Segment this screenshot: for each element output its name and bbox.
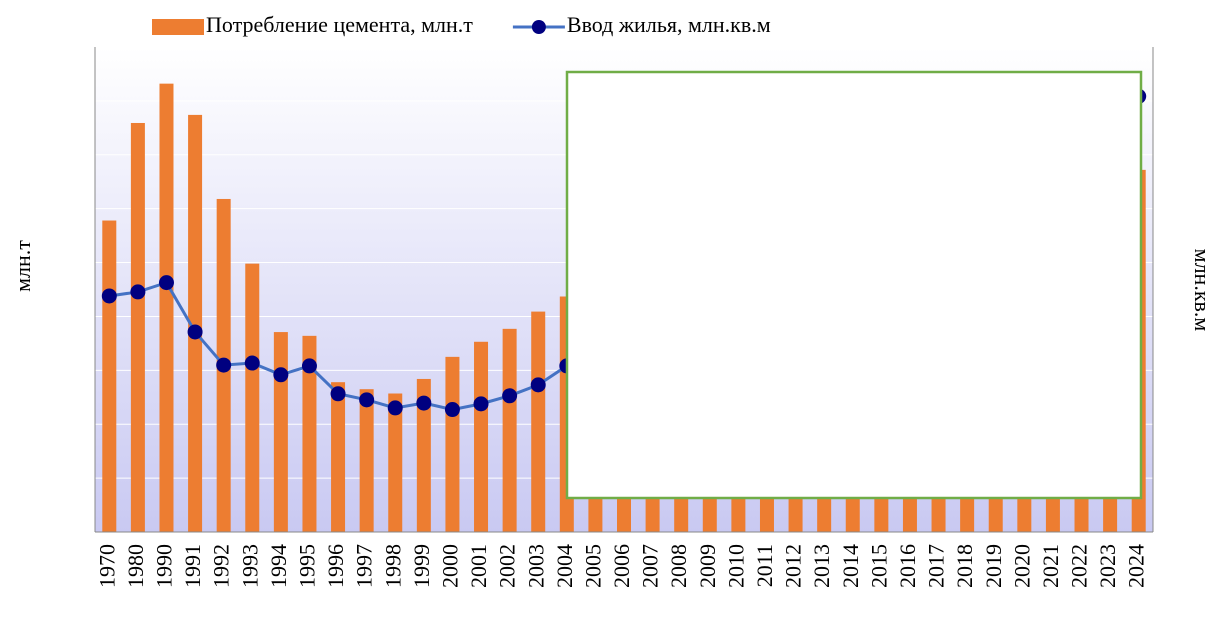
x-tick-label: 1991 <box>180 544 205 588</box>
bar <box>359 389 374 532</box>
line-marker <box>187 324 203 340</box>
x-tick-label: 2012 <box>781 544 806 588</box>
x-tick-label: 2013 <box>809 544 834 588</box>
x-tick-label: 1999 <box>409 544 434 588</box>
line-marker <box>416 395 432 411</box>
line-marker <box>130 284 146 300</box>
bar <box>388 393 403 532</box>
line-marker <box>473 396 489 412</box>
line-marker <box>273 367 289 383</box>
x-tick-label: 2001 <box>466 544 491 588</box>
legend: Потребление цемента, млн.т Ввод жилья, мл… <box>152 12 771 37</box>
x-tick-label: 2000 <box>437 544 462 588</box>
bar <box>273 332 288 532</box>
legend-label: Ввод жилья, млн.кв.м <box>567 12 771 37</box>
bar <box>474 341 489 532</box>
line-marker <box>359 392 375 408</box>
x-tick-label: 1993 <box>237 544 262 588</box>
x-tick-label: 2014 <box>838 544 863 588</box>
x-tick-label: 1998 <box>380 544 405 588</box>
x-tick-label: 1994 <box>266 544 291 588</box>
x-tick-label: 1992 <box>209 544 234 588</box>
x-tick-label: 2016 <box>895 544 920 588</box>
line-marker <box>158 275 174 291</box>
bar <box>531 311 546 532</box>
x-tick-label: 2020 <box>1009 544 1034 588</box>
x-tick-label: 1990 <box>152 544 177 588</box>
bar <box>188 114 203 533</box>
x-tick-label: 1997 <box>352 544 377 588</box>
x-tick-label: 2008 <box>666 544 691 588</box>
x-tick-label: 1970 <box>94 544 119 588</box>
line-marker <box>330 386 346 402</box>
bar <box>102 220 117 532</box>
x-tick-label: 2002 <box>495 544 520 588</box>
bar <box>159 83 174 533</box>
bar <box>302 335 317 532</box>
x-tick-label: 1995 <box>295 544 320 588</box>
x-tick-label: 2009 <box>695 544 720 588</box>
x-tick-label: 2011 <box>752 544 777 587</box>
x-tick-label: 2021 <box>1038 544 1063 588</box>
x-tick-label: 1996 <box>323 544 348 588</box>
line-marker <box>444 402 460 418</box>
bar <box>416 378 431 532</box>
x-tick-label: 2024 <box>1124 544 1149 588</box>
x-tick-label: 2005 <box>580 544 605 588</box>
x-tick-label: 2019 <box>981 544 1006 588</box>
bar <box>245 263 260 532</box>
line-marker <box>101 288 117 304</box>
line-marker <box>502 388 518 404</box>
line-marker <box>387 400 403 416</box>
legend-swatch <box>152 19 204 35</box>
bar <box>445 356 460 532</box>
bar <box>502 328 517 532</box>
legend-marker <box>531 20 546 34</box>
x-tick-label: 2017 <box>924 544 949 588</box>
line-marker <box>530 377 546 393</box>
bar <box>331 382 346 532</box>
x-tick-label: 2018 <box>952 544 977 588</box>
x-tick-label: 2022 <box>1067 544 1092 588</box>
x-tick-label: 2023 <box>1095 544 1120 588</box>
y-axis-title: млн.т <box>10 240 35 292</box>
x-tick-label: 2015 <box>866 544 891 588</box>
line-marker <box>244 355 260 371</box>
x-tick-label: 2003 <box>523 544 548 588</box>
y2-axis-title: млн.кв.м <box>1190 249 1213 332</box>
bar <box>130 122 145 532</box>
legend-label: Потребление цемента, млн.т <box>206 12 473 37</box>
line-marker <box>216 357 232 373</box>
overlay-box <box>565 70 1143 500</box>
x-tick-label: 2004 <box>552 544 577 588</box>
line-marker <box>301 358 317 374</box>
x-tick-label: 1980 <box>123 544 148 588</box>
x-tick-label: 2006 <box>609 544 634 588</box>
x-tick-label: 2007 <box>638 544 663 588</box>
x-tick-label: 2010 <box>723 544 748 588</box>
